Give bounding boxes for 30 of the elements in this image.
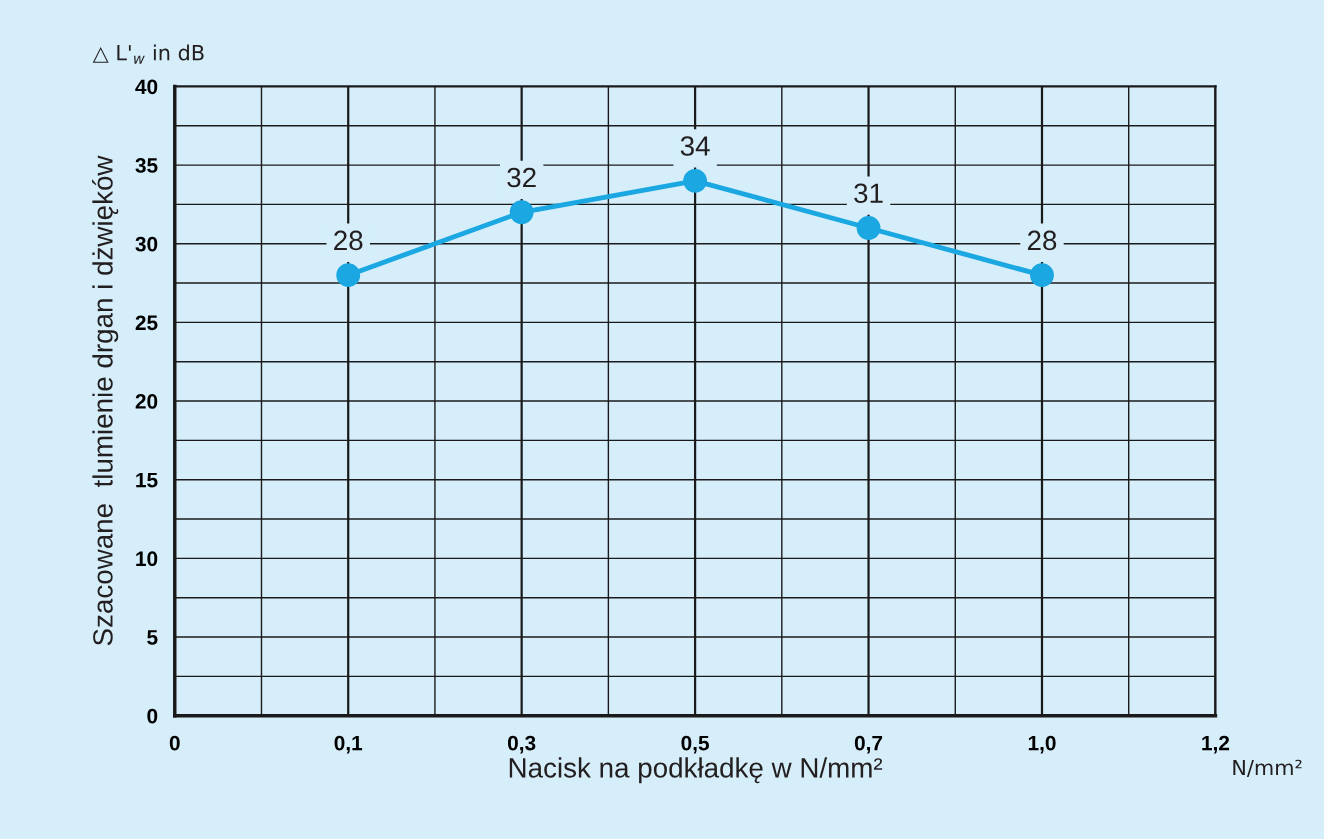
x-tick-label: 1,2 [1202,735,1230,754]
data-label: 28 [1027,230,1057,251]
y-tick-label: 20 [135,394,158,409]
y-tick-label: 10 [136,551,158,567]
text: N/mm² [1233,759,1302,778]
y-tick-label: 40 [135,79,158,95]
y-tick-label: 0 [147,708,158,724]
y-tick-label: 25 [135,315,158,331]
x-tick-label: 1,0 [1028,735,1056,754]
point [683,168,707,193]
point [509,200,534,225]
y-tick-label: 5 [147,630,158,645]
x-tick-label: 0,1 [334,735,363,754]
x-axis-title: Nacisk na podkładkę w N/mm² [509,757,883,784]
point [1030,263,1054,288]
data-label: 34 [680,136,710,156]
x-tick-label: 0,7 [854,735,883,754]
x-tick-label: 0,3 [508,735,536,754]
x-tick-label: 0 [169,735,180,751]
y-axis-title: Szacowane tlumienie drgan i dżwięków [92,155,119,646]
data-label: 31 [854,183,883,204]
point [856,216,881,240]
y-tick-label: 35 [135,158,158,173]
point [336,263,361,288]
data-label: 32 [507,167,536,188]
y-tick-label: 30 [135,236,158,252]
text: △ L'$_{w}$ in dB [92,44,204,64]
data-label: 28 [334,230,363,251]
x-tick-label: 0,5 [681,735,709,754]
y-tick-label: 15 [136,472,158,488]
